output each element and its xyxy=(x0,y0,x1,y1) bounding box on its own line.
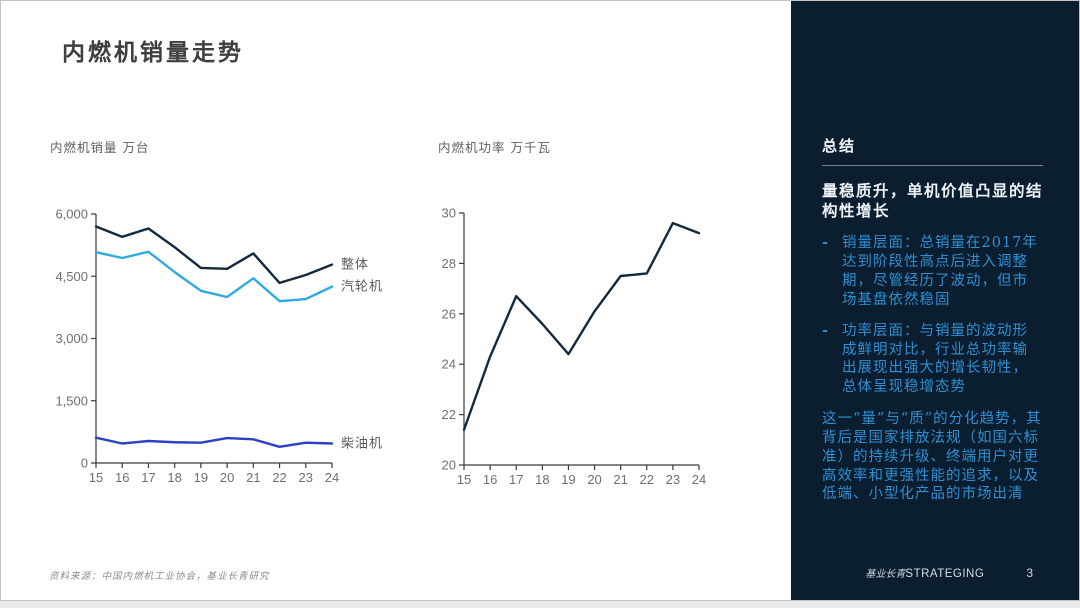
y-tick-label: 28 xyxy=(442,256,456,271)
sidebar-divider xyxy=(822,165,1043,166)
series-end-label-0: 整体 xyxy=(341,258,369,273)
sales-chart-title: 内燃机销量 万台 xyxy=(50,140,150,155)
bullet-dash: - xyxy=(822,321,829,339)
x-tick-label: 19 xyxy=(561,472,575,487)
bullet-dash: - xyxy=(822,234,829,252)
x-tick-label: 23 xyxy=(666,472,680,487)
series-end-label-2: 柴油机 xyxy=(341,436,383,451)
y-tick-label: 3,000 xyxy=(55,331,88,346)
y-tick-label: 1,500 xyxy=(55,393,88,408)
power-chart-svg: 20 22 24 26 28 30 15 16 17 18 19 20 21 22 23 24 xyxy=(442,206,707,488)
sidebar-footer: 基业长青 STRATEGING 3 xyxy=(791,565,1079,580)
series-line-0 xyxy=(94,225,334,285)
bullet-text-sales: 销量层面：总销量在2017年达到阶段性高点后进入调整期，尽管经历了波动，但市场基… xyxy=(842,235,1038,308)
x-tick-label: 18 xyxy=(167,470,181,485)
y-tick-label: 4,500 xyxy=(55,269,88,284)
page-title: 内燃机销量走势 xyxy=(62,39,244,66)
x-tick-label: 20 xyxy=(587,472,601,487)
series-end-label-1: 汽轮机 xyxy=(341,280,383,295)
x-tick-label: 22 xyxy=(640,472,654,487)
y-tick-label: 26 xyxy=(442,306,456,321)
closing-paragraph: 这一“量”与“质”的分化趋势，其背后是国家排放法规（如国六标准）的持续升级、终端… xyxy=(822,411,1042,503)
x-tick-label: 23 xyxy=(299,470,313,485)
y-tick-label: 0 xyxy=(81,456,88,471)
list-item: - 功率层面：与销量的波动形成鲜明对比，行业总功率输出展现出强大的增长韧性，总体… xyxy=(822,322,1043,397)
x-tick-label: 19 xyxy=(194,470,208,485)
bullet-text-power: 功率层面：与销量的波动形成鲜明对比，行业总功率输出展现出强大的增长韧性，总体呈现… xyxy=(842,322,1028,396)
series-line-2 xyxy=(94,436,334,449)
summary-title: 量稳质升，单机价值凸显的结构性增长 xyxy=(822,181,1044,221)
x-tick-label: 24 xyxy=(692,472,706,487)
sidebar-content: 总结 量稳质升，单机价值凸显的结构性增长 - 销量层面：总销量在2017年达到阶… xyxy=(791,1,1079,504)
summary-sidebar: 总结 量稳质升，单机价值凸显的结构性增长 - 销量层面：总销量在2017年达到阶… xyxy=(791,1,1079,600)
x-tick-label: 16 xyxy=(483,472,497,487)
x-tick-label: 21 xyxy=(246,470,260,485)
brand-name-cn: 基业长青 xyxy=(865,569,906,580)
series-line-1 xyxy=(94,250,334,303)
series-line-0 xyxy=(462,221,701,431)
x-tick-label: 16 xyxy=(115,470,129,485)
x-tick-label: 17 xyxy=(141,470,155,485)
y-tick-label: 30 xyxy=(442,206,456,221)
x-tick-label: 15 xyxy=(89,470,103,485)
sidebar-heading: 总结 xyxy=(822,137,857,155)
y-tick-label: 20 xyxy=(442,458,456,473)
page-number: 3 xyxy=(1026,566,1033,580)
x-tick-label: 24 xyxy=(325,470,339,485)
y-tick-label: 24 xyxy=(442,357,456,372)
x-tick-label: 20 xyxy=(220,470,234,485)
list-item: - 销量层面：总销量在2017年达到阶段性高点后进入调整期，尽管经历了波动，但市… xyxy=(822,234,1043,309)
x-tick-label: 22 xyxy=(272,470,286,485)
y-tick-label: 22 xyxy=(442,407,456,422)
x-tick-label: 18 xyxy=(535,472,549,487)
power-chart-title: 内燃机功率 万千瓦 xyxy=(438,140,551,155)
bullet-list: - 销量层面：总销量在2017年达到阶段性高点后进入调整期，尽管经历了波动，但市… xyxy=(822,234,1043,397)
brand-logo: 基业长青 STRATEGING xyxy=(865,565,984,580)
x-tick-label: 21 xyxy=(613,472,627,487)
x-tick-label: 17 xyxy=(509,472,523,487)
source-note: 资料来源：中国内燃机工业协会，基业长青研究 xyxy=(49,571,270,582)
sales-chart-svg: 0 1,500 3,000 4,500 6,000 15 16 17 18 19 20 21 22 23 2… xyxy=(55,207,383,486)
x-tick-label: 15 xyxy=(457,472,471,487)
y-tick-label: 6,000 xyxy=(55,207,88,222)
brand-name-en: STRATEGING xyxy=(905,568,985,580)
